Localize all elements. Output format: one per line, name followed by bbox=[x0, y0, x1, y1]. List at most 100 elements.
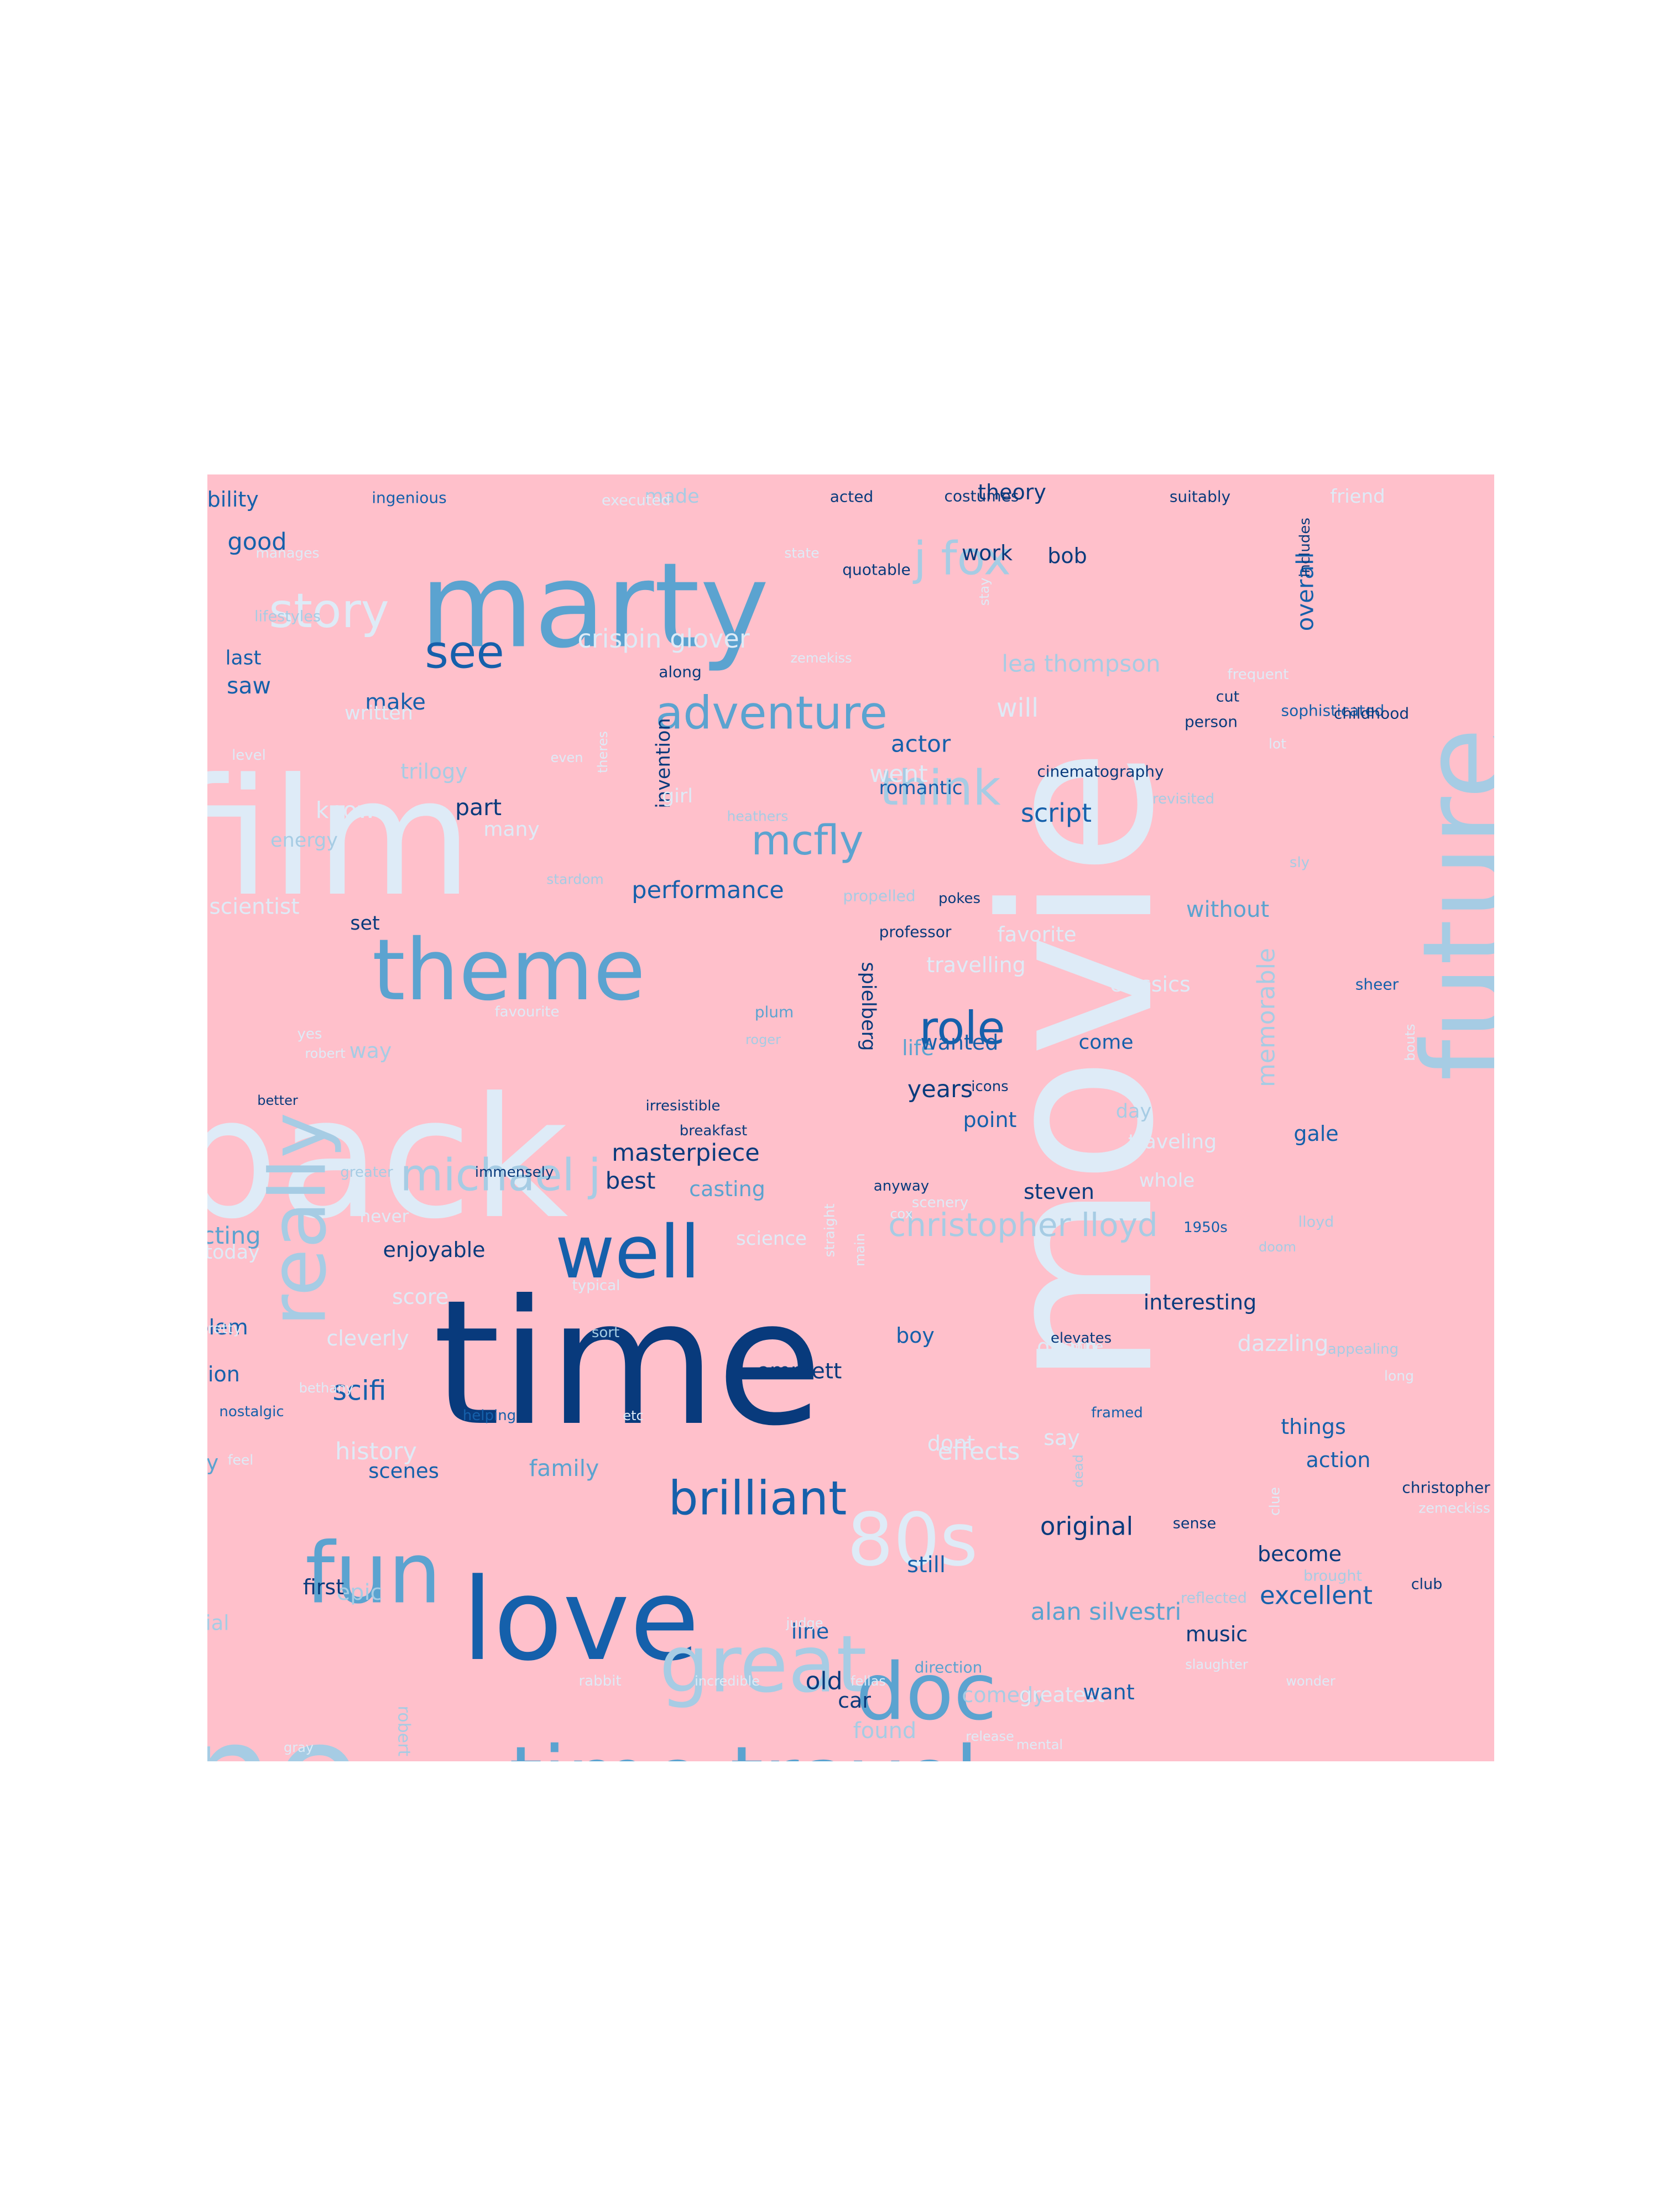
word-know: know bbox=[316, 797, 375, 823]
word-breakfast: breakfast bbox=[680, 1123, 747, 1139]
word-masterpiece: masterpiece bbox=[612, 1139, 759, 1167]
word-executed: executed bbox=[602, 492, 670, 509]
word-propelled: propelled bbox=[843, 887, 915, 905]
word-wonder: wonder bbox=[1286, 1673, 1335, 1689]
word-well: well bbox=[555, 1210, 701, 1295]
word-j-fox: j fox bbox=[912, 532, 1011, 586]
word-last: last bbox=[226, 647, 262, 670]
word-actor: actor bbox=[891, 731, 951, 758]
word-main: main bbox=[852, 1233, 868, 1266]
word-theory: theory bbox=[978, 480, 1046, 504]
word-ingenious: ingenious bbox=[372, 489, 447, 507]
word-professor: professor bbox=[879, 923, 952, 941]
word-michael-j: michael j bbox=[400, 1150, 601, 1201]
word-death: death bbox=[1037, 1334, 1098, 1359]
word-casting: casting bbox=[689, 1177, 765, 1201]
word-along: along bbox=[659, 663, 702, 681]
word-problem: problem bbox=[207, 1315, 248, 1339]
word-sophisticated: sophisticated bbox=[1281, 702, 1385, 720]
word-movie: movie bbox=[957, 748, 1199, 1387]
word-etc: etc bbox=[623, 1408, 643, 1423]
word-cox: cox bbox=[890, 1206, 912, 1222]
word-manages: manages bbox=[255, 545, 319, 561]
word-invention: invention bbox=[653, 718, 675, 808]
word-old: old bbox=[805, 1667, 842, 1695]
word-science: science bbox=[736, 1228, 807, 1250]
word-story: story bbox=[269, 583, 389, 639]
word-person: person bbox=[1185, 713, 1238, 731]
word-fiction: fiction bbox=[207, 1362, 240, 1386]
word-long: long bbox=[1384, 1368, 1414, 1384]
word-fun: fun bbox=[305, 1525, 441, 1623]
word-level: level bbox=[232, 747, 266, 764]
word-clue: clue bbox=[1267, 1487, 1283, 1516]
word-friend: friend bbox=[1330, 486, 1385, 508]
word-score: score bbox=[392, 1285, 448, 1309]
word-cleverly: cleverly bbox=[326, 1326, 409, 1350]
word-christopher-lloyd: christopher lloyd bbox=[888, 1206, 1157, 1244]
word-zemekiss: zemekiss bbox=[790, 650, 852, 666]
word-better: better bbox=[257, 1093, 298, 1108]
word-brought: brought bbox=[1303, 1568, 1362, 1585]
word-brilliant: brilliant bbox=[669, 1472, 847, 1526]
word-script: script bbox=[1021, 798, 1092, 828]
word-film: film bbox=[207, 744, 473, 932]
word-framed: framed bbox=[1091, 1405, 1143, 1421]
word-future: future bbox=[1397, 727, 1495, 1081]
word-frequent: frequent bbox=[1228, 666, 1289, 683]
word-written: written bbox=[345, 702, 413, 724]
word-day: day bbox=[1116, 1100, 1151, 1123]
word-childhood: childhood bbox=[1334, 705, 1409, 723]
word-boy: boy bbox=[896, 1323, 935, 1348]
word-original: original bbox=[1040, 1512, 1133, 1541]
word-roger: roger bbox=[745, 1032, 781, 1047]
word-life: life bbox=[902, 1036, 934, 1060]
word-icons: icons bbox=[971, 1078, 1008, 1095]
word-spielberg: spielberg bbox=[857, 962, 879, 1051]
word-heathers: heathers bbox=[727, 808, 789, 825]
word-anyway: anyway bbox=[874, 1178, 929, 1194]
word-cinematography: cinematography bbox=[1037, 763, 1164, 781]
word-epic: epic bbox=[336, 1580, 382, 1605]
word-classics: classics bbox=[1110, 972, 1191, 997]
word-really: really bbox=[254, 1112, 344, 1326]
word-christopher: christopher bbox=[1402, 1479, 1490, 1497]
word-scenery: scenery bbox=[912, 1194, 968, 1211]
word-mental: mental bbox=[1016, 1737, 1063, 1752]
word-bob: bob bbox=[1047, 544, 1087, 568]
word-set: set bbox=[350, 912, 380, 935]
word-wanted: wanted bbox=[921, 1030, 999, 1055]
word-cut: cut bbox=[1216, 688, 1240, 706]
word-role: role bbox=[919, 1003, 1005, 1055]
word-acting: acting bbox=[207, 1222, 261, 1250]
word-effects: effects bbox=[938, 1438, 1020, 1466]
word-quotable: quotable bbox=[842, 561, 911, 579]
word-acted: acted bbox=[830, 488, 874, 506]
word-went: went bbox=[869, 760, 928, 788]
word-plum: plum bbox=[755, 1003, 794, 1021]
word-great: great bbox=[659, 1619, 867, 1710]
word-whole: whole bbox=[1139, 1170, 1195, 1192]
word-become: become bbox=[1258, 1542, 1342, 1566]
word-lot: lot bbox=[1269, 736, 1286, 752]
word-revisited: revisited bbox=[1152, 791, 1214, 807]
word-bouts: bouts bbox=[1402, 1024, 1418, 1061]
word-enjoyable: enjoyable bbox=[383, 1238, 485, 1262]
word-one: one bbox=[207, 1693, 361, 1762]
word-zemeckiss: zemeckiss bbox=[1418, 1500, 1490, 1516]
word-doom: doom bbox=[1259, 1239, 1296, 1255]
word-car: car bbox=[838, 1688, 871, 1713]
word-play: play bbox=[207, 1451, 218, 1475]
word-scenes: scenes bbox=[368, 1459, 439, 1483]
word-state: state bbox=[784, 545, 819, 561]
word-sly: sly bbox=[1290, 854, 1310, 871]
word-mcfly: mcfly bbox=[751, 817, 863, 864]
word-dead: dead bbox=[1071, 1454, 1086, 1488]
word-good: good bbox=[227, 528, 286, 556]
word-excellent: excellent bbox=[1260, 1581, 1373, 1610]
word-greater: greater bbox=[340, 1164, 393, 1181]
word-adventure: adventure bbox=[655, 687, 888, 740]
word-performance: performance bbox=[632, 877, 784, 904]
